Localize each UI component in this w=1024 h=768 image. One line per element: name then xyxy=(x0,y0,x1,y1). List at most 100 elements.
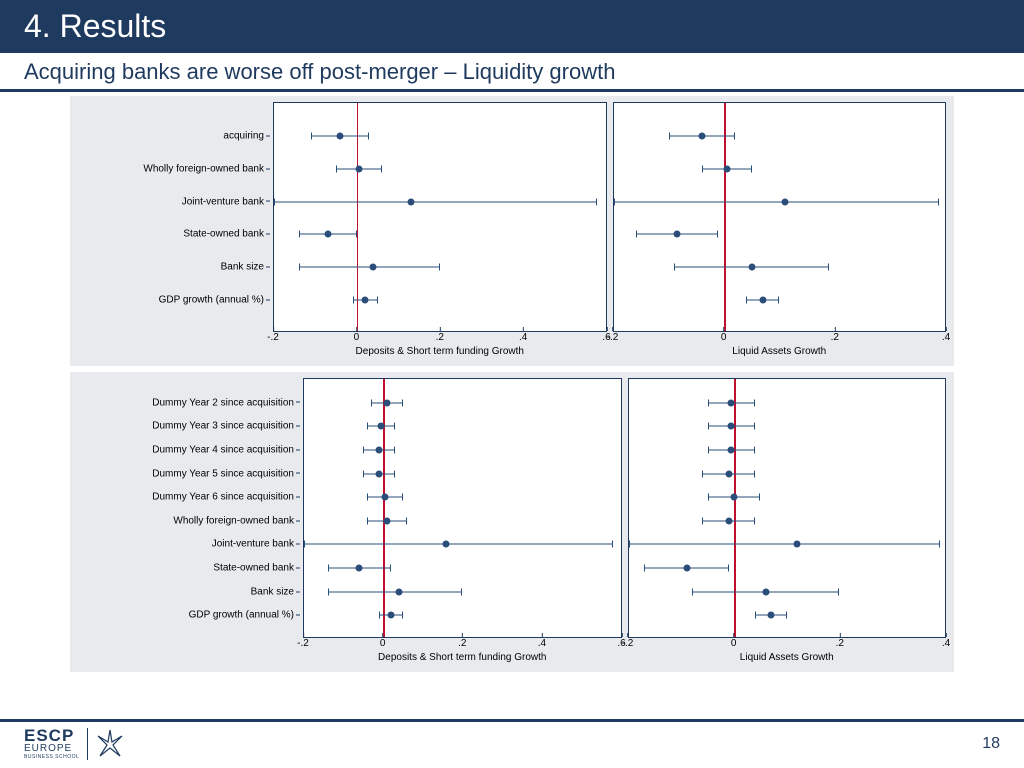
point-estimate xyxy=(376,470,383,477)
point-estimate xyxy=(794,541,801,548)
x-tick: -.2 xyxy=(267,332,279,343)
point-estimate xyxy=(362,297,369,304)
plot-cell: -.20.2.4Liquid Assets Growth xyxy=(613,102,947,360)
y-axis-label: Dummy Year 6 since acquisition xyxy=(152,492,300,503)
point-estimate xyxy=(384,399,391,406)
confidence-interval xyxy=(274,201,597,202)
y-axis-label: Joint-venture bank xyxy=(182,196,270,207)
x-axis: -.20.2.4.6Deposits & Short term funding … xyxy=(273,332,607,360)
logo-sub: EUROPE xyxy=(24,743,79,754)
chart-panel: Dummy Year 2 since acquisition Dummy Year… xyxy=(70,372,954,672)
logo-separator xyxy=(87,728,88,760)
x-tick: .2 xyxy=(436,332,444,343)
point-estimate xyxy=(683,565,690,572)
x-tick: 0 xyxy=(354,332,360,343)
point-estimate xyxy=(355,165,362,172)
x-tick: .4 xyxy=(942,332,950,343)
point-estimate xyxy=(762,588,769,595)
plot-area: Dummy Year 2 since acquisitionDummy Year… xyxy=(303,378,622,638)
x-axis: -.20.2.4Liquid Assets Growth xyxy=(613,332,947,360)
point-estimate xyxy=(725,517,732,524)
x-tick: -.2 xyxy=(607,332,619,343)
x-tick: 0 xyxy=(721,332,727,343)
point-estimate xyxy=(378,423,385,430)
logo-tiny: BUSINESS SCHOOL xyxy=(24,754,79,760)
confidence-interval xyxy=(629,544,940,545)
y-axis-label: Dummy Year 2 since acquisition xyxy=(152,397,300,408)
point-estimate xyxy=(748,264,755,271)
page-title: 4. Results xyxy=(24,8,166,44)
subtitle: Acquiring banks are worse off post-merge… xyxy=(0,53,1024,89)
footer: ESCP EUROPE BUSINESS SCHOOL 18 xyxy=(0,719,1024,768)
y-axis-label: Bank size xyxy=(221,262,270,273)
point-estimate xyxy=(382,494,389,501)
point-estimate xyxy=(443,541,450,548)
confidence-interval xyxy=(614,201,940,202)
y-axis-label: GDP growth (annual %) xyxy=(159,295,270,306)
point-estimate xyxy=(731,494,738,501)
zero-refline xyxy=(734,379,736,637)
y-axis-label: State-owned bank xyxy=(213,563,300,574)
plot-area: acquiringWholly foreign-owned bankJoint-… xyxy=(273,102,607,332)
x-axis-label: Liquid Assets Growth xyxy=(740,652,834,663)
zero-refline xyxy=(383,379,385,637)
point-estimate xyxy=(356,565,363,572)
x-axis: -.20.2.4Liquid Assets Growth xyxy=(628,638,947,666)
point-estimate xyxy=(337,132,344,139)
plot-cell: Dummy Year 2 since acquisitionDummy Year… xyxy=(303,378,622,666)
point-estimate xyxy=(384,517,391,524)
plot-area xyxy=(628,378,947,638)
point-estimate xyxy=(725,470,732,477)
y-axis-label: Wholly foreign-owned bank xyxy=(143,163,270,174)
x-tick: .4 xyxy=(519,332,527,343)
x-axis: -.20.2.4.6Deposits & Short term funding … xyxy=(303,638,622,666)
point-estimate xyxy=(388,612,395,619)
title-bar: 4. Results xyxy=(0,0,1024,53)
y-axis-label: Wholly foreign-owned bank xyxy=(173,515,300,526)
x-tick: .2 xyxy=(458,638,466,649)
plot-area xyxy=(613,102,947,332)
confidence-interval xyxy=(304,544,613,545)
x-tick: .4 xyxy=(538,638,546,649)
logo: ESCP EUROPE BUSINESS SCHOOL xyxy=(24,728,124,760)
zero-refline xyxy=(357,103,359,331)
x-tick: -.2 xyxy=(297,638,309,649)
x-axis-label: Deposits & Short term funding Growth xyxy=(356,346,524,357)
point-estimate xyxy=(759,297,766,304)
y-axis-label: Dummy Year 3 since acquisition xyxy=(152,421,300,432)
point-estimate xyxy=(781,198,788,205)
charts-container: acquiring Wholly foreign-owned bank Joint-… xyxy=(0,92,1024,672)
zero-refline xyxy=(724,103,726,331)
star-icon xyxy=(96,728,124,760)
y-axis-label: Dummy Year 4 since acquisition xyxy=(152,444,300,455)
y-axis-label: acquiring xyxy=(223,130,270,141)
point-estimate xyxy=(407,198,414,205)
page-number: 18 xyxy=(982,735,1000,753)
x-axis-label: Deposits & Short term funding Growth xyxy=(378,652,546,663)
x-axis-label: Liquid Assets Growth xyxy=(732,346,826,357)
x-tick: .2 xyxy=(836,638,844,649)
y-axis-label: Bank size xyxy=(251,586,300,597)
point-estimate xyxy=(395,588,402,595)
point-estimate xyxy=(728,423,735,430)
point-estimate xyxy=(376,446,383,453)
y-axis-label: Joint-venture bank xyxy=(212,539,300,550)
point-estimate xyxy=(698,132,705,139)
point-estimate xyxy=(767,612,774,619)
x-tick: .2 xyxy=(831,332,839,343)
x-tick: .4 xyxy=(942,638,950,649)
point-estimate xyxy=(370,264,377,271)
x-tick: 0 xyxy=(731,638,737,649)
point-estimate xyxy=(324,231,331,238)
chart-panel: acquiring Wholly foreign-owned bank Joint-… xyxy=(70,96,954,366)
y-axis-label: Dummy Year 5 since acquisition xyxy=(152,468,300,479)
point-estimate xyxy=(728,399,735,406)
point-estimate xyxy=(674,231,681,238)
point-estimate xyxy=(723,165,730,172)
plot-cell: -.20.2.4Liquid Assets Growth xyxy=(628,378,947,666)
point-estimate xyxy=(728,446,735,453)
logo-main: ESCP xyxy=(24,728,79,743)
plot-cell: acquiringWholly foreign-owned bankJoint-… xyxy=(273,102,607,360)
x-tick: 0 xyxy=(380,638,386,649)
y-axis-label: State-owned bank xyxy=(183,229,270,240)
